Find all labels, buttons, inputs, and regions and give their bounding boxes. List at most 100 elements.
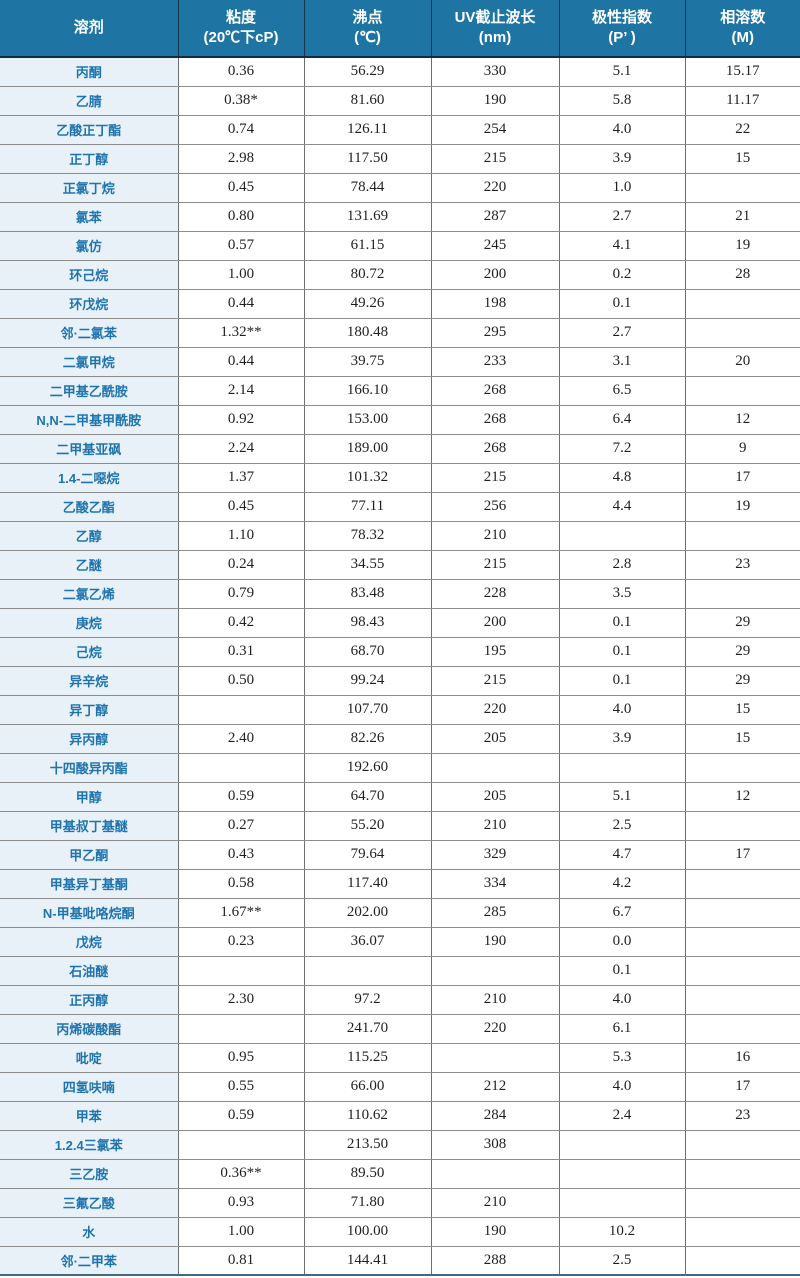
table-row: 甲苯 0.59 110.62 284 2.4 23 [0, 1101, 800, 1131]
viscosity-cell: 1.10 [178, 521, 305, 551]
miscibility-cell [685, 898, 800, 928]
boiling-point-cell: 77.11 [304, 492, 432, 522]
uv-cutoff-cell: 295 [431, 318, 560, 348]
solvent-name-cell: 甲乙酮 [0, 840, 179, 870]
solvent-name-cell: N,N-二甲基甲酰胺 [0, 405, 179, 435]
viscosity-cell: 0.81 [178, 1246, 305, 1276]
miscibility-cell [685, 1014, 800, 1044]
uv-cutoff-cell: 288 [431, 1246, 560, 1276]
column-label: 极性指数 [591, 8, 652, 26]
column-header-boiling-point: 沸点 (℃) [304, 0, 432, 58]
boiling-point-cell: 189.00 [304, 434, 432, 464]
viscosity-cell: 1.37 [178, 463, 305, 493]
polarity-index-cell: 4.4 [559, 492, 686, 522]
polarity-index-cell [559, 521, 686, 551]
table-row: N-甲基吡咯烷酮 1.67** 202.00 285 6.7 [0, 898, 800, 928]
solvent-name-cell: 乙醇 [0, 521, 179, 551]
viscosity-cell: 0.43 [178, 840, 305, 870]
table-row: N,N-二甲基甲酰胺 0.92 153.00 268 6.4 12 [0, 405, 800, 435]
solvent-name-cell: 异丁醇 [0, 695, 179, 725]
boiling-point-cell: 117.50 [304, 144, 432, 174]
boiling-point-cell: 166.10 [304, 376, 432, 406]
viscosity-cell [178, 956, 305, 986]
boiling-point-cell: 82.26 [304, 724, 432, 754]
uv-cutoff-cell: 268 [431, 434, 560, 464]
boiling-point-cell: 34.55 [304, 550, 432, 580]
miscibility-cell [685, 1246, 800, 1276]
table-row: 甲基叔丁基醚 0.27 55.20 210 2.5 [0, 811, 800, 841]
solvent-name-cell: 异丙醇 [0, 724, 179, 754]
polarity-index-cell: 5.3 [559, 1043, 686, 1073]
miscibility-cell [685, 956, 800, 986]
uv-cutoff-cell: 268 [431, 376, 560, 406]
solvent-name-cell: 正丁醇 [0, 144, 179, 174]
boiling-point-cell: 97.2 [304, 985, 432, 1015]
miscibility-cell [685, 579, 800, 609]
uv-cutoff-cell: 284 [431, 1101, 560, 1131]
table-row: 环己烷 1.00 80.72 200 0.2 28 [0, 260, 800, 290]
boiling-point-cell: 153.00 [304, 405, 432, 435]
viscosity-cell: 0.44 [178, 289, 305, 319]
miscibility-cell [685, 173, 800, 203]
miscibility-cell: 15 [685, 695, 800, 725]
table-row: 正氯丁烷 0.45 78.44 220 1.0 [0, 173, 800, 203]
uv-cutoff-cell: 210 [431, 1188, 560, 1218]
miscibility-cell: 29 [685, 608, 800, 638]
miscibility-cell [685, 927, 800, 957]
viscosity-cell [178, 753, 305, 783]
miscibility-cell: 19 [685, 231, 800, 261]
miscibility-cell [685, 318, 800, 348]
table-row: 氯苯 0.80 131.69 287 2.7 21 [0, 202, 800, 232]
solvent-name-cell: N-甲基吡咯烷酮 [0, 898, 179, 928]
boiling-point-cell: 83.48 [304, 579, 432, 609]
miscibility-cell [685, 521, 800, 551]
solvent-name-cell: 乙酸正丁酯 [0, 115, 179, 145]
uv-cutoff-cell [431, 1043, 560, 1073]
polarity-index-cell: 6.4 [559, 405, 686, 435]
uv-cutoff-cell: 220 [431, 695, 560, 725]
solvent-name-cell: 十四酸异丙酯 [0, 753, 179, 783]
uv-cutoff-cell: 220 [431, 173, 560, 203]
viscosity-cell: 0.59 [178, 782, 305, 812]
table-row: 乙酸正丁酯 0.74 126.11 254 4.0 22 [0, 115, 800, 145]
uv-cutoff-cell: 210 [431, 811, 560, 841]
boiling-point-cell: 117.40 [304, 869, 432, 899]
solvent-name-cell: 戊烷 [0, 927, 179, 957]
solvent-name-cell: 甲基异丁基酮 [0, 869, 179, 899]
miscibility-cell [685, 1130, 800, 1160]
table-row: 乙腈 0.38* 81.60 190 5.8 11.17 [0, 86, 800, 116]
table-body: 丙酮 0.36 56.29 330 5.1 15.17 乙腈 0.38* 81.60 190 5.8… [0, 57, 800, 1276]
uv-cutoff-cell: 215 [431, 666, 560, 696]
polarity-index-cell [559, 753, 686, 783]
polarity-index-cell [559, 1188, 686, 1218]
column-unit: (nm) [478, 29, 512, 46]
uv-cutoff-cell: 190 [431, 86, 560, 116]
miscibility-cell: 15.17 [685, 57, 800, 87]
boiling-point-cell: 180.48 [304, 318, 432, 348]
solvent-name-cell: 二甲基亚砜 [0, 434, 179, 464]
table-row: 吡啶 0.95 115.25 5.3 16 [0, 1043, 800, 1073]
miscibility-cell [685, 985, 800, 1015]
viscosity-cell [178, 1130, 305, 1160]
table-row: 三氟乙酸 0.93 71.80 210 [0, 1188, 800, 1218]
solvent-name-cell: 1.4-二噁烷 [0, 463, 179, 493]
viscosity-cell: 1.00 [178, 260, 305, 290]
polarity-index-cell: 4.7 [559, 840, 686, 870]
solvent-name-cell: 三乙胺 [0, 1159, 179, 1189]
solvent-name-cell: 环戊烷 [0, 289, 179, 319]
polarity-index-cell: 10.2 [559, 1217, 686, 1247]
viscosity-cell: 0.80 [178, 202, 305, 232]
uv-cutoff-cell: 220 [431, 1014, 560, 1044]
uv-cutoff-cell: 215 [431, 463, 560, 493]
polarity-index-cell: 0.2 [559, 260, 686, 290]
polarity-index-cell: 1.0 [559, 173, 686, 203]
uv-cutoff-cell: 205 [431, 724, 560, 754]
viscosity-cell: 1.00 [178, 1217, 305, 1247]
miscibility-cell [685, 811, 800, 841]
table-row: 庚烷 0.42 98.43 200 0.1 29 [0, 608, 800, 638]
table-row: 丙酮 0.36 56.29 330 5.1 15.17 [0, 57, 800, 87]
solvent-name-cell: 二甲基乙酰胺 [0, 376, 179, 406]
table-row: 氯仿 0.57 61.15 245 4.1 19 [0, 231, 800, 261]
boiling-point-cell: 202.00 [304, 898, 432, 928]
miscibility-cell: 11.17 [685, 86, 800, 116]
